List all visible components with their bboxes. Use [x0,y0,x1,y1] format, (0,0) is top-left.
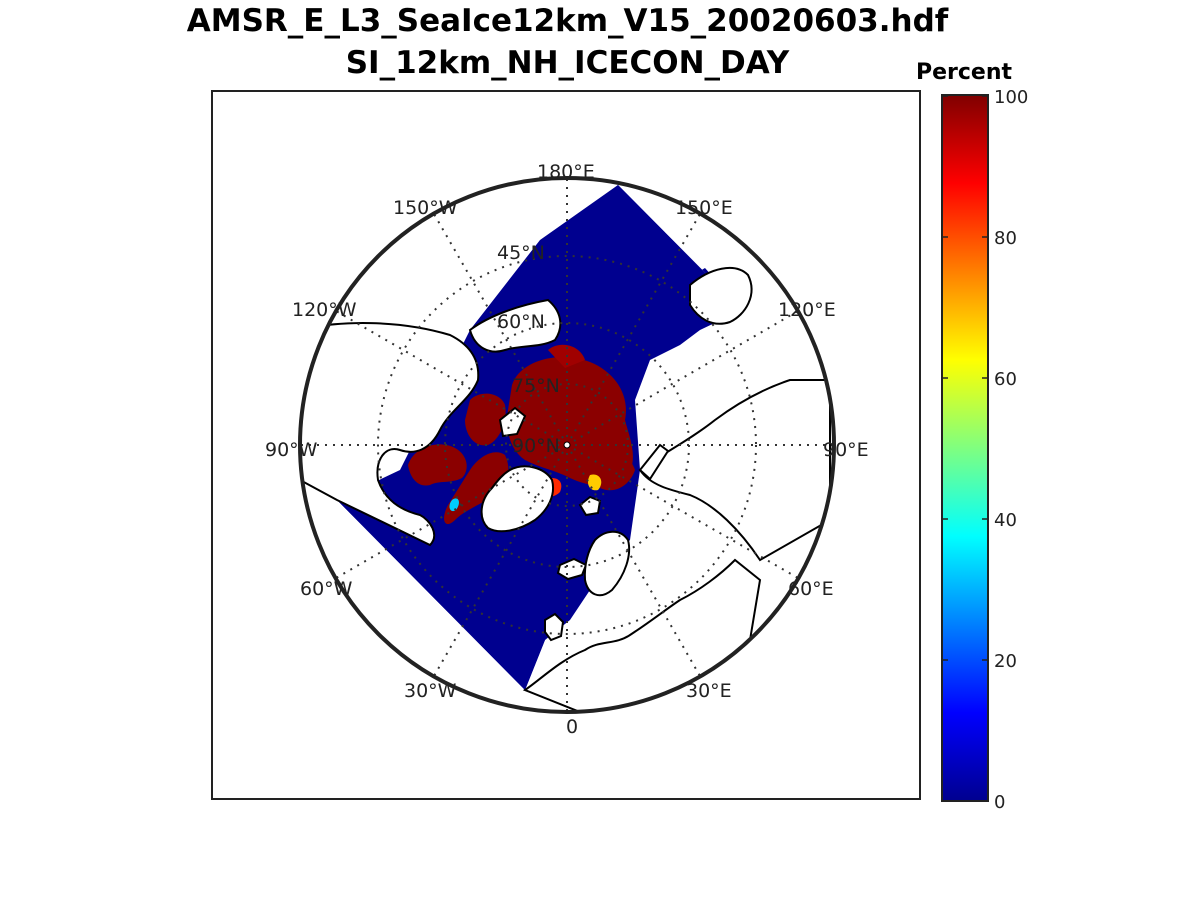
parallel-label: 90°N [512,435,560,457]
chart-title-line1: AMSR_E_L3_SeaIce12km_V15_20020603.hdf [186,3,949,39]
ocean-north-pacific [530,185,742,340]
ice-canadian-archipelago [465,393,506,446]
parallel-label: 45°N [497,242,545,264]
siberia-coast [638,379,831,562]
meridian-label: 150°W [393,197,458,219]
colorbar-tick-label: 100 [994,87,1028,108]
ocean-atlantic [337,500,625,690]
colorbar-tick-label: 60 [994,369,1017,390]
chart-title-line2: SI_12km_NH_ICECON_DAY [345,45,790,81]
great-britain [544,612,565,642]
colorbar-ticks [942,95,988,802]
chukotka [689,267,753,325]
parallel-labels: 45°N 60°N 75°N 90°N [497,242,560,457]
iceland [556,557,588,581]
graticule [300,178,834,712]
meridian-label: 120°E [778,299,836,321]
svalbard [578,495,602,517]
colorbar-label: Percent [915,60,1013,85]
ice-edge-labrador [449,498,459,512]
map-boundary [298,176,836,714]
ice-edge-barents [587,474,602,491]
meridian-label: 30°E [686,680,732,702]
meridian-label: 60°E [788,578,834,600]
meridian-label: 150°E [675,197,733,219]
ice-hudson-bay [408,444,467,486]
meridian-labels: 180°E 150°E 120°E 90°E 60°E 30°E 0 30°W … [265,161,869,738]
meridian-label: 60°W [300,578,353,600]
parallel-label: 60°N [497,311,545,333]
meridian-label: 180°E [537,161,595,183]
colorbar-tick-label: 0 [994,792,1005,813]
novaya-zemlya [638,443,670,481]
ice-kara [594,448,635,491]
meridian-label: 90°W [265,439,318,461]
colorbar-tick-label: 80 [994,228,1017,249]
ellesmere [498,406,527,438]
ice-baffin [444,452,509,525]
alaska [468,298,562,353]
greenland [480,465,554,533]
north-pole-marker [563,441,571,449]
meridian-label: 30°W [404,680,457,702]
meridian-label: 0 [566,716,578,738]
map-disc [300,185,831,712]
scandinavia [583,530,631,597]
colorbar-tick-label: 40 [994,510,1017,531]
colorbar [941,94,989,802]
colorbar-tick-label: 20 [994,651,1017,672]
parallel-label: 75°N [512,375,560,397]
meridian-label: 90°E [823,439,869,461]
meridian-label: 120°W [292,299,357,321]
